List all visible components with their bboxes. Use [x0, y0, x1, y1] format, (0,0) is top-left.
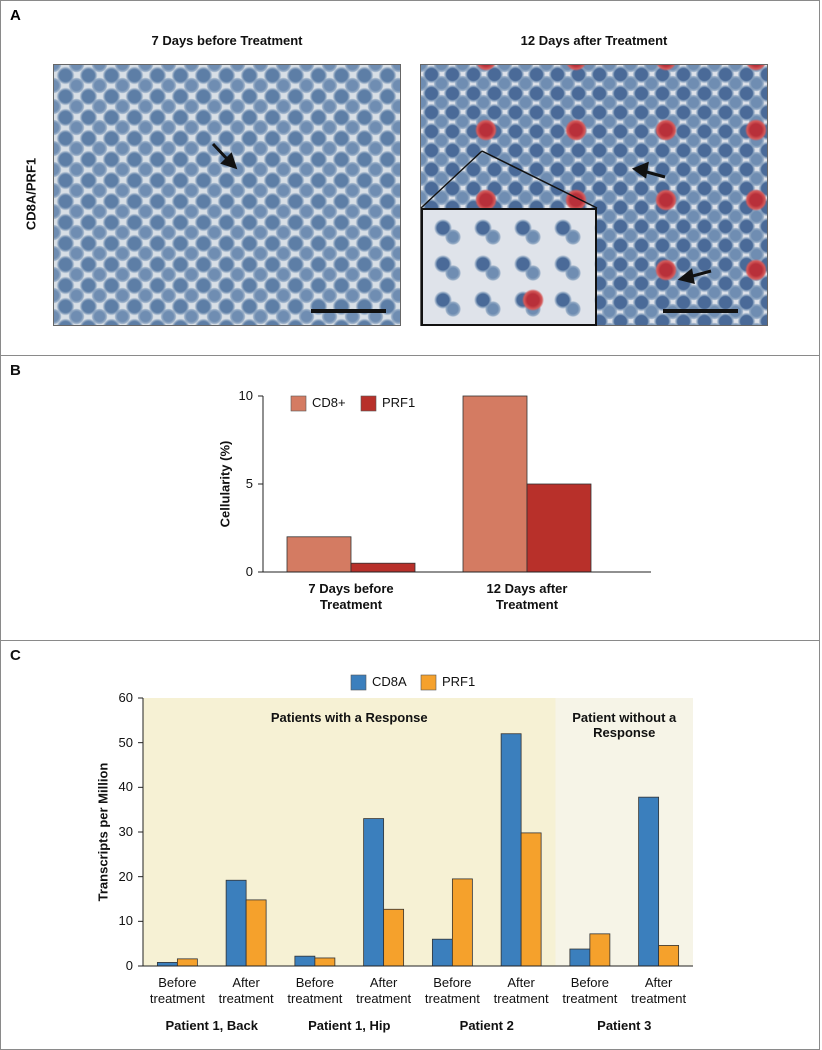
bar: [286, 536, 352, 573]
x-tick-label: 12 Days after Treatment: [486, 581, 568, 612]
x-tick-label: After treatment: [356, 975, 412, 1006]
group-label: Patient 1, Back: [165, 1018, 259, 1033]
x-tick-label: Before treatment: [562, 975, 618, 1006]
x-tick-label: Before treatment: [149, 975, 205, 1006]
bar: [462, 395, 528, 573]
x-tick-label: Before treatment: [424, 975, 480, 1006]
bar: [363, 818, 385, 967]
y-tick-label: 30: [118, 824, 133, 839]
chart: [138, 674, 693, 967]
region: [555, 698, 693, 966]
inset: [421, 208, 597, 326]
overlay: [211, 142, 738, 313]
group-label: Patient 3: [597, 1018, 652, 1033]
y-tick-label: 10: [118, 913, 133, 929]
image-title: 12 Days after Treatment: [520, 33, 668, 48]
bar: [569, 948, 591, 967]
legend-swatch: [360, 395, 377, 412]
bar: [245, 899, 267, 967]
region-label: Patients with a Response: [270, 710, 428, 725]
bar: [589, 933, 611, 967]
panel-a: A 7 Days before Treatment 12 Days after …: [0, 0, 820, 356]
bar: [350, 562, 416, 573]
bar: [225, 879, 247, 967]
y-tick-label: 10: [238, 388, 253, 403]
bar: [658, 945, 680, 967]
x-tick-label: After treatment: [493, 975, 549, 1006]
image-title: 7 Days before Treatment: [151, 33, 303, 48]
bar: [314, 957, 336, 967]
y-tick-label: 0: [125, 958, 133, 973]
bar: [176, 958, 198, 967]
legend-label: CD8+: [312, 395, 346, 410]
chart: [258, 395, 651, 573]
legend-swatch: [290, 395, 307, 412]
bar: [383, 908, 405, 967]
bar: [520, 832, 542, 967]
panel-label: B: [10, 362, 21, 379]
bar: [526, 483, 592, 573]
region: [143, 698, 556, 966]
x-tick-label: After treatment: [631, 975, 687, 1006]
y-tick-label: 5: [245, 476, 253, 491]
x-tick-label: Before treatment: [287, 975, 343, 1006]
x-tick-label: 7 Days before Treatment: [308, 581, 394, 612]
panel-c: C Patients with a Response Patient without…: [0, 640, 820, 1050]
bar: [431, 938, 453, 967]
y-tick-label: 0: [245, 564, 253, 579]
panel-label: A: [10, 7, 21, 24]
bar: [451, 878, 473, 967]
arrows: [211, 142, 712, 285]
y-tick-label: 60: [118, 690, 133, 705]
micrograph: [53, 64, 401, 326]
y-tick-label: 40: [118, 779, 133, 795]
panel-label: C: [10, 647, 21, 664]
bar: [294, 955, 316, 967]
panel-b: B 0 5 10 CD8+ PRF1 7 Days before Treatment 12 D…: [0, 355, 820, 641]
y-axis-label: Transcripts per Million: [95, 762, 111, 902]
legend-label: PRF1: [442, 674, 476, 689]
legend-label: PRF1: [382, 395, 416, 410]
region-label: Patient without a Response: [572, 710, 677, 740]
inset-line: [481, 150, 598, 209]
y-tick-label: 20: [118, 868, 133, 884]
legend-swatch: [350, 674, 367, 691]
bar: [638, 796, 660, 967]
y-tick-label: 50: [118, 734, 133, 750]
x-tick-label: After treatment: [218, 975, 274, 1006]
y-axis-label: Cellularity (%): [217, 440, 233, 528]
legend-swatch: [420, 674, 437, 691]
bar: [156, 962, 178, 967]
inset-line: [420, 150, 483, 209]
legend-label: CD8A: [372, 674, 407, 689]
group-label: Patient 2: [459, 1018, 514, 1033]
bar: [500, 733, 522, 967]
group-label: Patient 1, Hip: [308, 1018, 391, 1033]
